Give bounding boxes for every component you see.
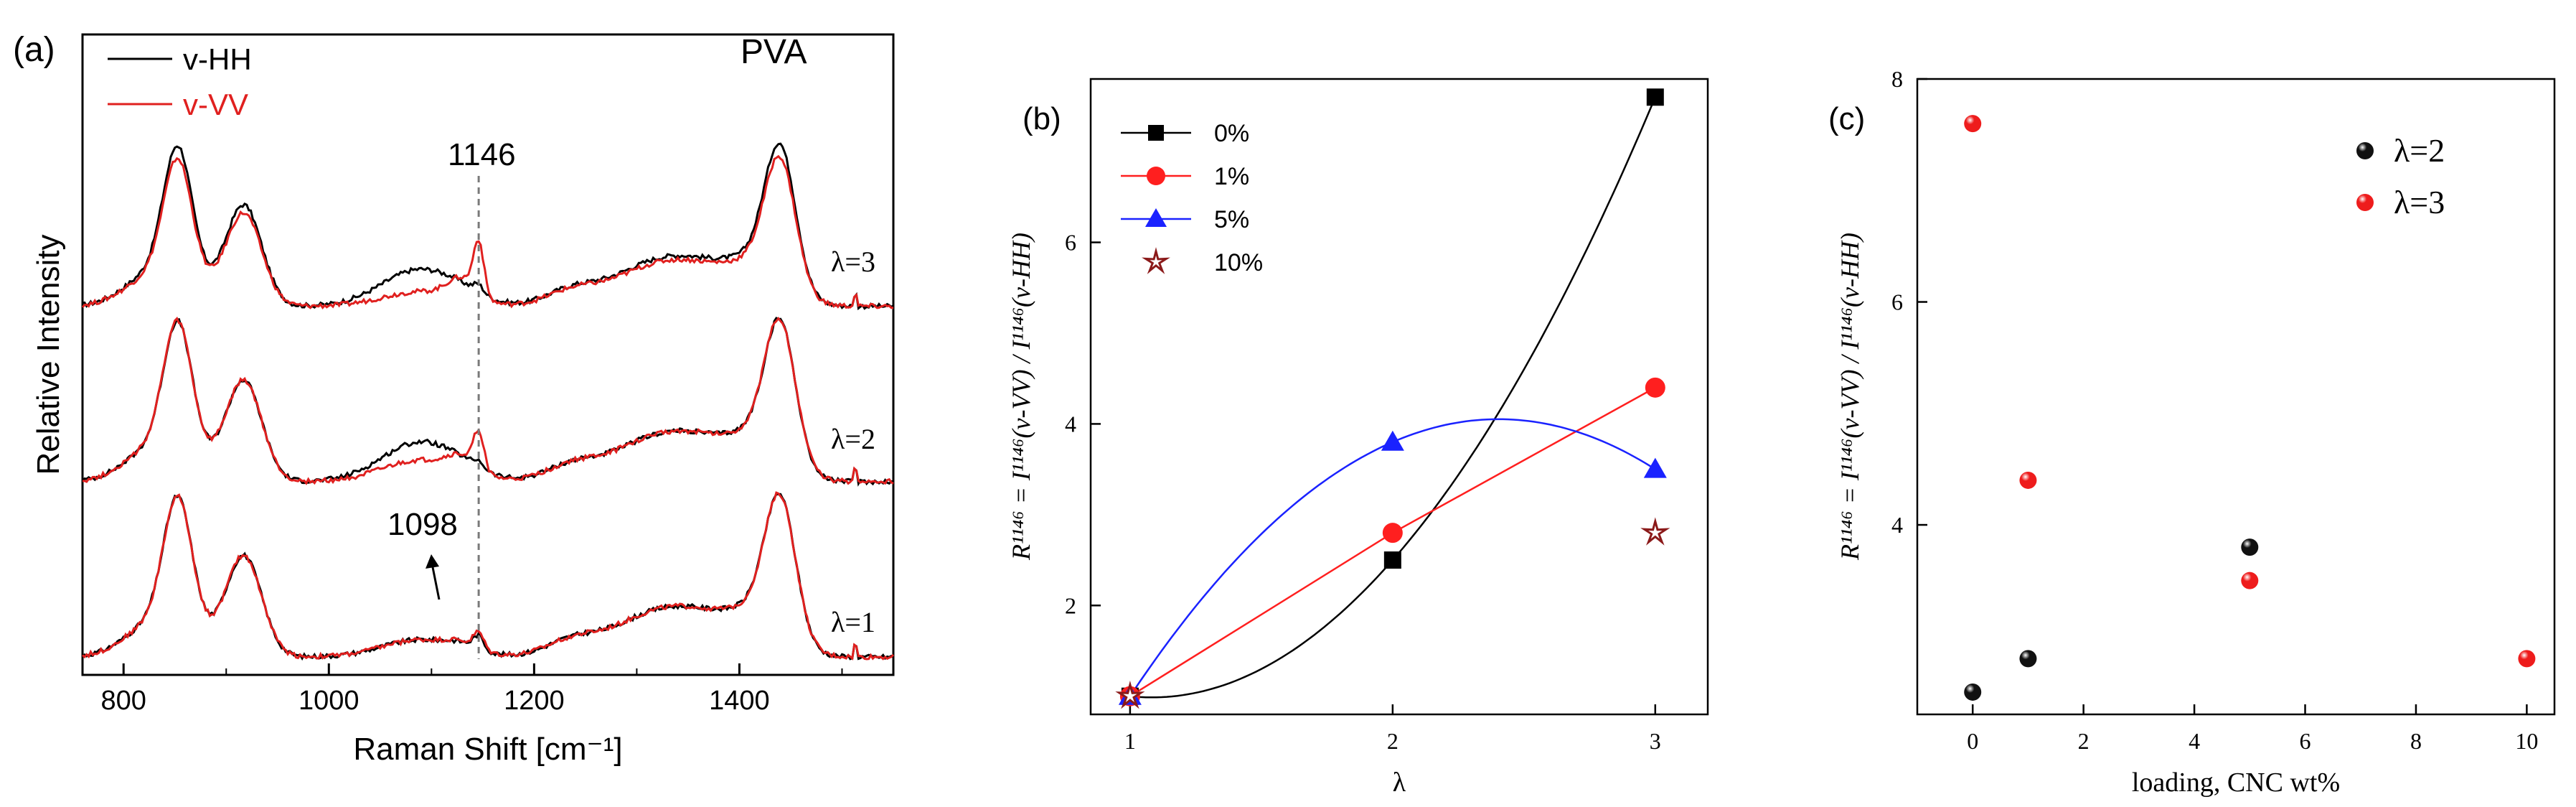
- legend-label-lambda2: λ=2: [2394, 132, 2445, 169]
- legend-marker-0pct: [1148, 125, 1164, 141]
- data-point-5pct-3: [1643, 457, 1667, 478]
- x-tick-label-a: 800: [101, 686, 146, 716]
- data-point-lambda2-2: [2019, 650, 2037, 668]
- spectrum-vv-stack-2: [82, 316, 894, 485]
- panel-a-label: (a): [13, 31, 55, 69]
- panel-b-label: (b): [1023, 101, 1061, 136]
- panel-c-frame: [1916, 78, 2556, 716]
- legend-marker-5pct: [1145, 208, 1167, 227]
- x-axis-label-a: Raman Shift [cm⁻¹]: [353, 732, 622, 767]
- data-point-0pct-3: [1646, 88, 1664, 106]
- panel-b-fit-curves: [1129, 96, 1656, 699]
- legend-marker-lambda3: [2356, 194, 2374, 211]
- data-point-10pct-2: [1640, 517, 1670, 546]
- annotation-1146: 1146: [448, 137, 516, 172]
- data-point-lambda3-4: [2518, 650, 2536, 668]
- stack-label-lambda1: λ=1: [831, 606, 875, 638]
- data-point-lambda2-1: [1964, 683, 1982, 701]
- data-point-lambda3-2: [2019, 471, 2037, 489]
- data-point-1pct-3: [1645, 377, 1665, 398]
- x-tick-label-c: 2: [2078, 728, 2090, 754]
- panel-a-spectra: [81, 142, 895, 661]
- spectrum-hh-stack-3: [82, 493, 894, 661]
- y-tick-label-c: 4: [1891, 512, 1903, 538]
- panel-c-axes: 0 2 4 6 8 10 4 6 8: [1891, 66, 2538, 754]
- annotation-1098: 1098: [387, 507, 458, 542]
- panel-a-axes: 800 1000 1200 1400: [101, 663, 843, 716]
- data-point-5pct-2: [1381, 430, 1404, 451]
- legend-marker-10pct: [1142, 247, 1170, 274]
- y-tick-label-b: 6: [1065, 230, 1076, 256]
- data-point-lambda3-3: [2241, 572, 2259, 589]
- spectrum-hh-stack-2: [81, 317, 893, 487]
- x-axis-label-c: loading, CNC wt%: [2132, 768, 2340, 798]
- legend-marker-lambda2: [2356, 142, 2374, 159]
- panel-c-legend: λ=2λ=3: [2356, 132, 2445, 220]
- legend-label-vv: v-VV: [183, 88, 248, 121]
- panel-a-frame: [81, 33, 895, 676]
- panel-a: (a) 800 1000 1200 1400 PVA v-HH v-VV 1146 1…: [13, 31, 895, 767]
- annotation-arrow: [431, 563, 441, 600]
- x-tick-label-b: 1: [1124, 728, 1136, 754]
- legend-label-hh: v-HH: [183, 42, 252, 76]
- data-point-lambda3-1: [1964, 115, 1982, 133]
- x-tick-label-c: 10: [2515, 728, 2538, 754]
- y-axis-label-c-text: R¹¹⁴⁶ = I¹¹⁴⁶(v-VV) / I¹¹⁴⁶(v-HH): [1835, 233, 1864, 561]
- legend-label-0pct: 0%: [1214, 120, 1249, 147]
- data-point-lambda2-3: [2241, 538, 2259, 556]
- legend-marker-1pct: [1147, 167, 1165, 185]
- y-tick-label-c: 8: [1891, 66, 1903, 92]
- y-tick-label-b: 2: [1065, 592, 1076, 618]
- spectrum-hh-stack-1: [82, 142, 894, 311]
- x-tick-label-c: 6: [2300, 728, 2311, 754]
- x-tick-label-b: 2: [1387, 728, 1399, 754]
- x-tick-label-c: 8: [2410, 728, 2422, 754]
- spectrum-vv-stack-3: [82, 491, 895, 661]
- panel-b-axes: 1 2 3 2 4 6: [1065, 230, 1661, 754]
- x-tick-label-c: 4: [2189, 728, 2200, 754]
- y-axis-label-c: R¹¹⁴⁶ = I¹¹⁴⁶(v-VV) / I¹¹⁴⁶(v-HH): [1835, 233, 1864, 561]
- panel-b-frame: [1089, 78, 1709, 716]
- y-axis-label-b: R¹¹⁴⁶ = I¹¹⁴⁶(v-VV) / I¹¹⁴⁶(v-HH): [1007, 233, 1035, 561]
- data-point-1pct-2: [1382, 523, 1403, 544]
- panel-a-title: PVA: [741, 33, 807, 71]
- legend-label-1pct: 1%: [1214, 163, 1249, 190]
- data-point-0pct-2: [1383, 551, 1401, 569]
- x-tick-label-c: 0: [1967, 728, 1978, 754]
- y-tick-label-c: 6: [1891, 289, 1903, 315]
- legend-label-lambda3: λ=3: [2394, 184, 2445, 220]
- y-axis-label-b-text: R¹¹⁴⁶ = I¹¹⁴⁶(v-VV) / I¹¹⁴⁶(v-HH): [1007, 233, 1035, 561]
- annotation-arrowhead: [426, 554, 439, 569]
- y-axis-label-a: Relative Intensity: [31, 234, 66, 475]
- legend-label-10pct: 10%: [1214, 249, 1263, 276]
- stack-label-lambda3: λ=3: [831, 246, 875, 278]
- panel-b-legend: 0% 1% 5% 10%: [1121, 120, 1263, 276]
- spectrum-vv-stack-1: [81, 154, 893, 309]
- x-tick-label-a: 1000: [299, 686, 359, 716]
- panel-b: (b) 1 2 3 2 4 6 0% 1% 5% 10% λ R¹¹⁴⁶ = I¹¹⁴⁶(v-V…: [1007, 78, 1709, 798]
- x-axis-label-b: λ: [1393, 768, 1406, 798]
- data-point-10pct-1: [1115, 681, 1145, 709]
- x-tick-label-a: 1200: [504, 686, 565, 716]
- panel-c-label: (c): [1828, 101, 1865, 136]
- stack-label-lambda2: λ=2: [831, 423, 875, 455]
- x-tick-label-b: 3: [1650, 728, 1661, 754]
- fit-curve-0pct: [1129, 96, 1656, 699]
- x-tick-label-a: 1400: [709, 686, 770, 716]
- legend-label-5pct: 5%: [1214, 206, 1249, 233]
- panel-c-data-points: [1964, 115, 2536, 701]
- y-tick-label-b: 4: [1065, 411, 1076, 437]
- panel-b-data-points: [1115, 88, 1670, 709]
